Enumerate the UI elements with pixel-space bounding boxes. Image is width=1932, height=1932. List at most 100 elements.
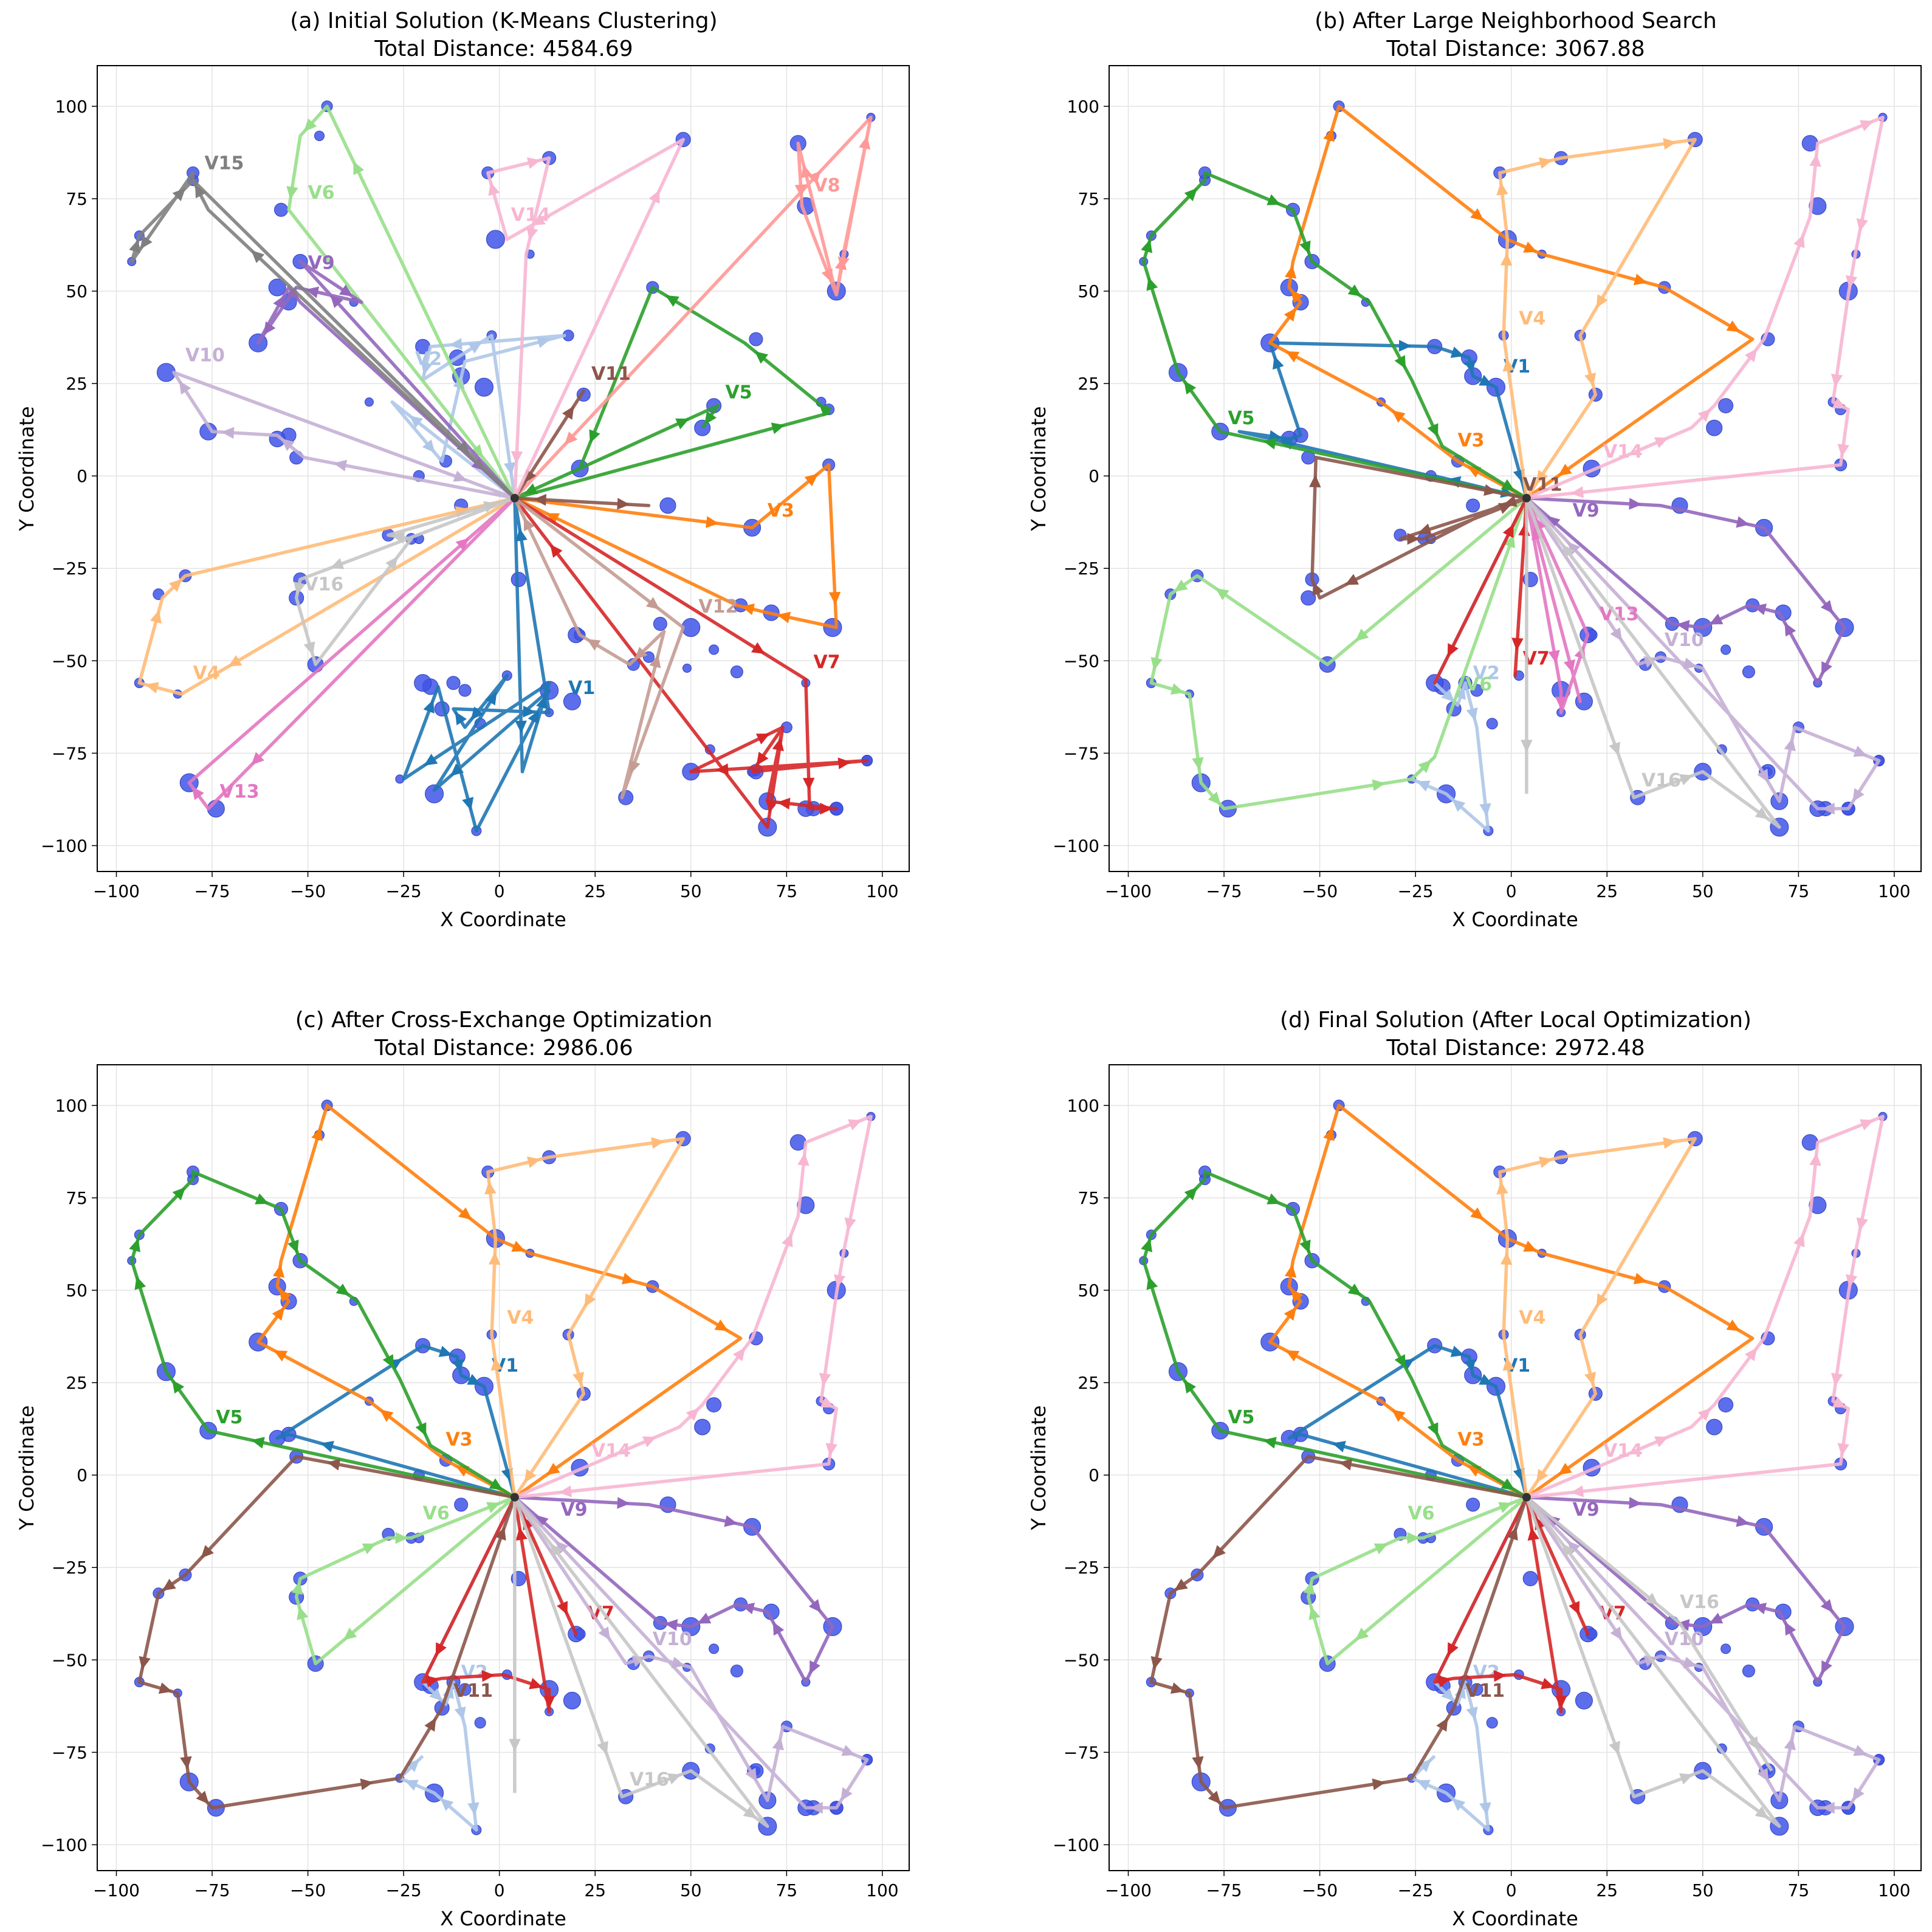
panel-c-route-v6-arrow xyxy=(343,1628,357,1641)
panel-c-route-v9-arrow xyxy=(772,1621,785,1636)
panel-c-route-v5-arrow xyxy=(335,1283,350,1296)
panel-d-route-v4-arrow xyxy=(1584,1372,1597,1386)
panel-c-title-line2: Total Distance: 2986.06 xyxy=(374,1036,633,1061)
panel-a-route-v14-arrow xyxy=(648,190,660,204)
panel-c-ytick-label: 25 xyxy=(66,1373,88,1393)
panel-b-route-v3-arrow xyxy=(1470,208,1484,221)
panel-b-customer-point xyxy=(1301,590,1316,606)
panel-d-route-v10-arrow xyxy=(1853,1745,1868,1756)
panel-d-route-v2-arrow xyxy=(1466,1706,1478,1721)
panel-b-route-v7-arrow xyxy=(1511,638,1524,651)
panel-c-customer-point xyxy=(797,1196,815,1214)
panel-b-route-v3-arrow xyxy=(1284,265,1297,279)
panel-b-route-v16-arrow xyxy=(1609,741,1620,756)
panel-c-route-v2-arrow xyxy=(467,1802,480,1816)
panel-d-route-v14-arrow xyxy=(1845,1274,1858,1288)
panel-b-axes-frame xyxy=(1109,65,1922,872)
panel-d-route-v9-arrow xyxy=(1676,1619,1690,1631)
panel-a-route-v4-arrow xyxy=(228,655,242,667)
panel-b-route-v4-arrow xyxy=(1500,253,1513,266)
panel-a-route-v10-arrow xyxy=(453,470,467,482)
panel-d-ytick-label: 0 xyxy=(1088,1465,1099,1485)
panel-a-customer-point xyxy=(414,674,432,692)
panel-b-route-v9-arrow xyxy=(1629,498,1642,510)
panel-d-route-v4-arrow xyxy=(1596,1293,1608,1307)
panel-d-route-v14-arrow xyxy=(1809,1152,1821,1166)
panel-c-customer-point xyxy=(458,1683,472,1696)
panel-b-route-v2-arrow xyxy=(1452,799,1466,812)
panel-d-ytick-label: −50 xyxy=(1064,1650,1099,1670)
panel-c-route-v14-arrow xyxy=(848,1119,862,1130)
panel-d-xtick-label: −50 xyxy=(1302,1880,1338,1900)
panel-b-route-v5-arrow xyxy=(1184,380,1197,395)
panel-a-label-v7: V7 xyxy=(813,651,840,673)
panel-b-route-v5-arrow xyxy=(1347,284,1362,297)
panel-c-route-v4-arrow xyxy=(484,1181,497,1195)
panel-d-route-v5-arrow xyxy=(1184,1187,1198,1201)
panel-d-ylabel: Y Coordinate xyxy=(1027,1405,1050,1530)
panel-a-route-v3-arrow xyxy=(741,603,755,616)
panel-d-plot: −100 −75 −50 −25 0 25 50 75 100 −100 −75 −50 −25 0 25 5… xyxy=(1027,1064,1922,1930)
panel-d-route-v9-arrow xyxy=(1629,1497,1642,1509)
panel-c-customer-point xyxy=(694,1418,711,1435)
panel-c-route-v2-arrow xyxy=(404,1779,419,1791)
panel-a-route-v9-arrow xyxy=(330,294,343,308)
panel-a-customer-point xyxy=(474,377,493,397)
panel-a-ytick-label: −50 xyxy=(52,651,88,671)
panel-b-route-v6-arrow xyxy=(1174,579,1188,592)
panel-d-route-v1-arrow xyxy=(1464,1359,1476,1373)
panel-b-route-v11-arrow xyxy=(1407,532,1420,545)
panel-a-route-v2-arrow xyxy=(422,439,435,453)
panel-b-route-v4-arrow xyxy=(1596,294,1608,308)
panel-a-route-v14-arrow xyxy=(526,157,541,169)
panel-c-customer-point xyxy=(706,1397,722,1413)
panel-c-xtick-label: −100 xyxy=(93,1880,140,1900)
panel-b-route-v6-arrow xyxy=(1504,534,1515,549)
panel-a: (a) Initial Solution (K-Means Clustering… xyxy=(15,9,910,931)
panel-a-route-v2-arrow xyxy=(421,361,433,376)
panel-b-route-v4-arrow xyxy=(1502,358,1514,372)
panel-d-xtick-label: 0 xyxy=(1506,1880,1517,1900)
panel-b-label-v2: V2 xyxy=(1473,663,1500,684)
panel-c-route-v4-arrow xyxy=(488,1252,501,1265)
panel-d-route-v9-arrow xyxy=(1784,1621,1796,1636)
panel-c-route-v11-arrow xyxy=(196,1790,209,1804)
panel-a-label-v4: V4 xyxy=(193,663,220,684)
panel-a-route-v1-arrow xyxy=(515,720,527,734)
panel-a-route-v5-arrow xyxy=(771,422,785,435)
panel-c-label-v11: V11 xyxy=(453,1680,493,1702)
panel-a-label-v16: V16 xyxy=(304,574,343,596)
panel-a-xtick-label: 50 xyxy=(680,881,702,901)
panel-c-xlabel: X Coordinate xyxy=(440,1907,566,1930)
panel-d-route-v11 xyxy=(1149,1455,1528,1810)
panel-d-route-v2-arrow xyxy=(1441,1688,1455,1702)
panel-d-xtick-label: 75 xyxy=(1788,1880,1810,1900)
panel-c-route-v10-arrow xyxy=(745,1767,757,1782)
panel-d-customer-point xyxy=(1575,1691,1593,1710)
panel-a-route-v12-arrow xyxy=(645,597,660,610)
panel-b-route-v6-arrow xyxy=(1215,588,1229,600)
panel-b-customer-point xyxy=(1718,398,1734,414)
panel-d-route-v3-arrow xyxy=(1470,1207,1484,1220)
panel-d-route-v2-arrow xyxy=(1452,1798,1466,1811)
panel-b-route-v9-arrow xyxy=(1736,516,1750,528)
panel-d-route-v5-arrow xyxy=(1427,1422,1439,1437)
panel-b-route-v13-arrow xyxy=(1555,696,1567,710)
panel-c-route-v11 xyxy=(137,1455,517,1810)
panel-a-route-v12-arrow xyxy=(629,760,641,774)
panel-b-ytick-label: −75 xyxy=(1064,743,1099,763)
panel-c-route-v10-arrow xyxy=(810,1801,823,1814)
panel-a-route-v8 xyxy=(513,115,873,500)
panel-c-route-v10-arrow xyxy=(598,1626,611,1641)
panel-a-ytick-label: 100 xyxy=(55,97,88,117)
panel-b-route-v7-arrow xyxy=(1447,643,1459,658)
panel-c-route-v5 xyxy=(129,1170,516,1499)
panel-d-axes-background xyxy=(1109,1065,1921,1871)
panel-c-route-v11-arrow xyxy=(139,1655,151,1670)
panel-d-route-v14-arrow xyxy=(1832,1397,1846,1408)
panel-b-route-v14-arrow xyxy=(1832,397,1846,408)
panel-a-route-v15-arrow xyxy=(251,250,265,263)
panel-b-route-v4-arrow xyxy=(1536,470,1549,484)
panel-a-route-v2-arrow xyxy=(504,462,516,476)
panel-d-label-v5: V5 xyxy=(1228,1407,1254,1428)
